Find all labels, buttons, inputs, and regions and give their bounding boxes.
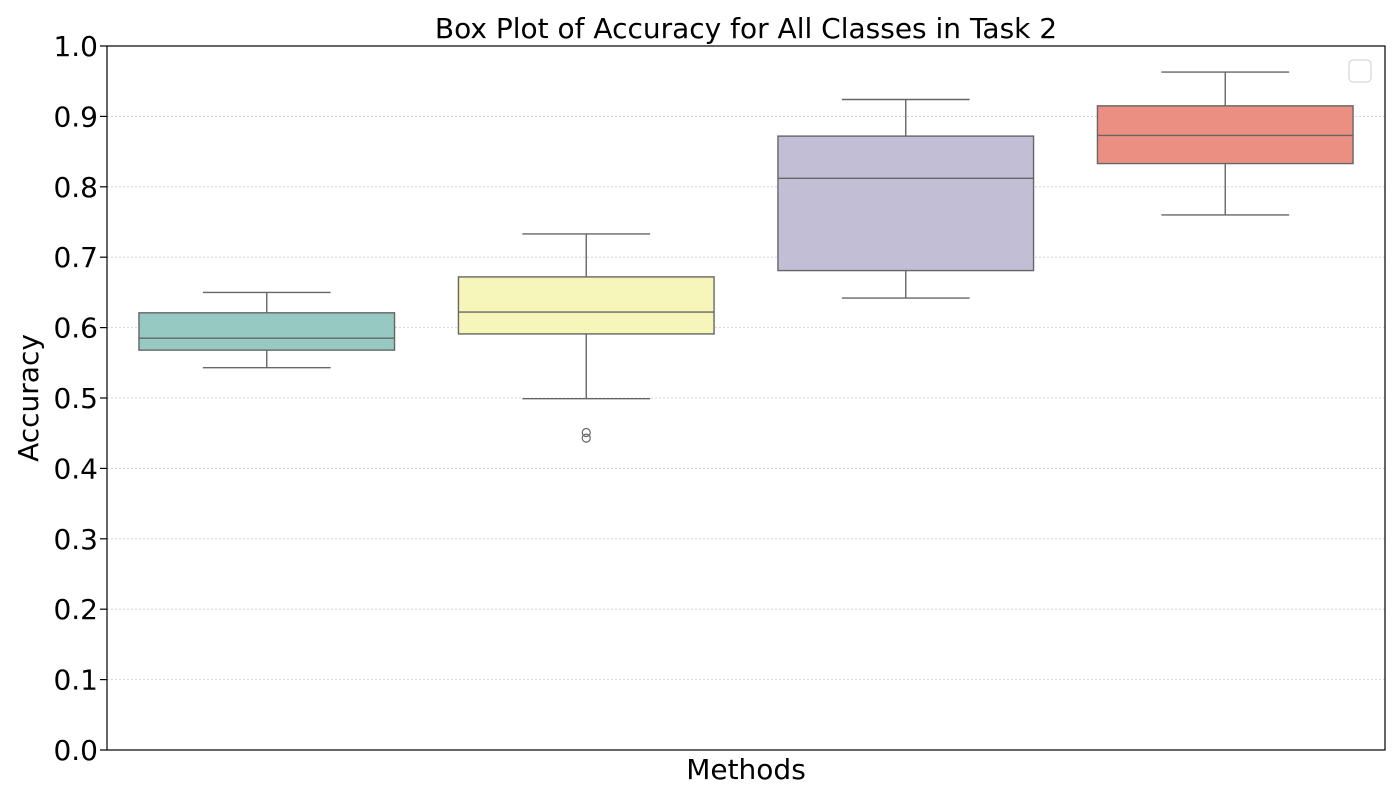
- iqr-box: [1096, 105, 1354, 165]
- box-3: [777, 98, 1035, 299]
- y-tick-label: 0.5: [53, 382, 98, 415]
- y-tick-label: 0.7: [53, 241, 98, 274]
- y-axis-label: Accuracy: [12, 334, 45, 462]
- boxes: [138, 71, 1354, 443]
- chart-title: Box Plot of Accuracy for All Classes in …: [435, 12, 1057, 45]
- outlier-point: [581, 433, 591, 443]
- iqr-box: [138, 312, 396, 351]
- y-tick-label: 0.8: [53, 171, 98, 204]
- y-tick-label: 0.6: [53, 312, 98, 345]
- iqr-box: [777, 135, 1035, 272]
- y-tick-label: 0.4: [53, 452, 98, 485]
- y-tick-label: 0.9: [53, 100, 98, 133]
- box-2: [457, 233, 715, 443]
- legend-box: [1348, 59, 1372, 83]
- iqr-box: [457, 276, 715, 335]
- x-axis-label: Methods: [686, 753, 806, 786]
- y-tick-label: 0.0: [53, 734, 98, 767]
- y-tick-label: 1.0: [53, 30, 98, 63]
- y-tick-label: 0.1: [53, 664, 98, 697]
- y-tick-label: 0.2: [53, 593, 98, 626]
- outlier-point: [581, 427, 591, 438]
- y-axis-ticks: 0.0 0.1 0.2 0.3 0.4 0.5 0.6 0.7 0.8 0.9 1.0: [53, 30, 107, 767]
- gridlines: [107, 116, 1385, 680]
- box-1: [138, 291, 396, 369]
- box-4: [1096, 71, 1354, 216]
- y-tick-label: 0.3: [53, 523, 98, 556]
